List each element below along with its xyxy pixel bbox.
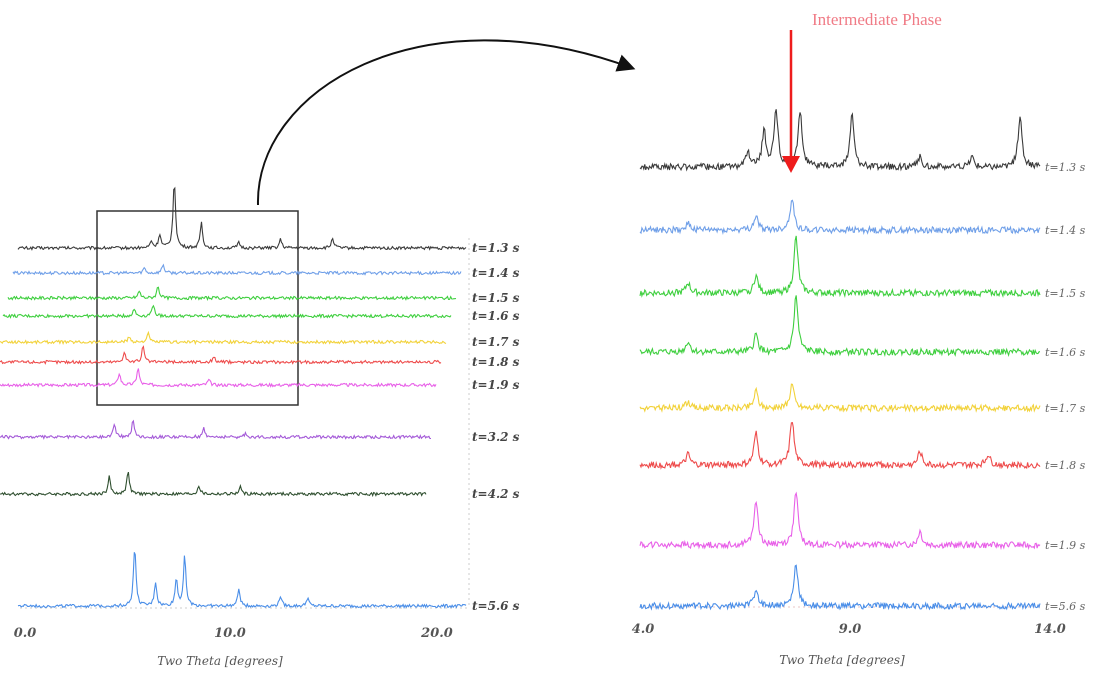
right-series-t-1-5-s [639,235,1041,299]
left-series-t-1-6-s [2,304,452,319]
left-series-t-1-3-s [17,186,467,251]
right-label-t-1-4-s: t=1.4 s [1045,224,1086,237]
right-label-t-1-5-s: t=1.5 s [1045,287,1086,300]
right-label-t-1-3-s: t=1.3 s [1045,161,1086,174]
left-series-t-1-9-s [0,368,437,388]
left-label-t-1-3-s: t=1.3 s [472,241,520,255]
left-tick-0-0: 0.0 [14,626,37,641]
right-series-t-1-6-s [639,295,1041,358]
right-label-t-1-8-s: t=1.8 s [1045,459,1086,472]
right-series-t-1-4-s [639,199,1041,235]
left-tick-10-0: 10.0 [214,626,246,641]
left-label-t-3-2-s: t=3.2 s [472,430,520,444]
right-series-t-5-6-s [639,564,1041,611]
right-tick-14-0: 14.0 [1034,622,1066,637]
left-series-t-1-4-s [12,263,462,276]
right-series-t-1-8-s [639,421,1041,470]
right-traces [639,109,1041,611]
left-series-t-5-6-s [17,552,467,609]
left-series-labels: t=1.3 s t=1.4 s t=1.5 s t=1.6 s t=1.7 s t=1.8… [472,241,520,613]
left-series-t-1-8-s [0,345,442,365]
left-label-t-1-8-s: t=1.8 s [472,355,520,369]
right-tick-labels: 4.0 9.0 14.0 [632,622,1066,637]
left-label-t-1-9-s: t=1.9 s [472,378,520,392]
left-series-t-3-2-s [0,419,431,440]
left-series-t-4-2-s [0,471,427,498]
right-tick-4-0: 4.0 [632,622,655,637]
left-tick-20-0: 20.0 [420,626,453,641]
left-tick-labels: 0.0 10.0 20.0 [14,626,453,641]
right-tick-9-0: 9.0 [839,622,862,637]
right-label-t-1-6-s: t=1.6 s [1045,346,1086,359]
right-label-t-5-6-s: t=5.6 s [1045,600,1086,613]
left-series-t-1-5-s [7,286,457,302]
right-series-labels: t=1.3 s t=1.4 s t=1.5 s t=1.6 s t=1.7 s t=1.8… [1045,161,1086,613]
left-label-t-1-6-s: t=1.6 s [472,309,520,323]
left-panel: t=1.3 s t=1.4 s t=1.5 s t=1.6 s t=1.7 s t=1.8… [0,186,520,668]
left-label-t-4-2-s: t=4.2 s [472,487,520,501]
left-label-t-5-6-s: t=5.6 s [472,599,520,613]
right-x-axis-label: Two Theta [degrees] [779,653,905,667]
right-panel: t=1.3 s t=1.4 s t=1.5 s t=1.6 s t=1.7 s t=1.8… [632,10,1086,667]
left-label-t-1-7-s: t=1.7 s [472,335,520,349]
left-series-t-1-7-s [0,330,447,346]
left-label-t-1-4-s: t=1.4 s [472,266,520,280]
right-label-t-1-7-s: t=1.7 s [1045,402,1086,415]
zoom-connector-arrow [256,39,636,206]
left-traces [0,186,467,609]
left-x-axis-label: Two Theta [degrees] [157,654,283,668]
right-series-t-1-7-s [639,383,1041,413]
right-series-t-1-3-s [639,109,1041,172]
right-label-t-1-9-s: t=1.9 s [1045,539,1086,552]
right-series-t-1-9-s [639,491,1041,551]
intermediate-phase-annotation: Intermediate Phase [812,10,942,29]
left-label-t-1-5-s: t=1.5 s [472,291,520,305]
intermediate-phase-arrowhead [782,156,800,173]
zoom-region-box [96,210,299,406]
